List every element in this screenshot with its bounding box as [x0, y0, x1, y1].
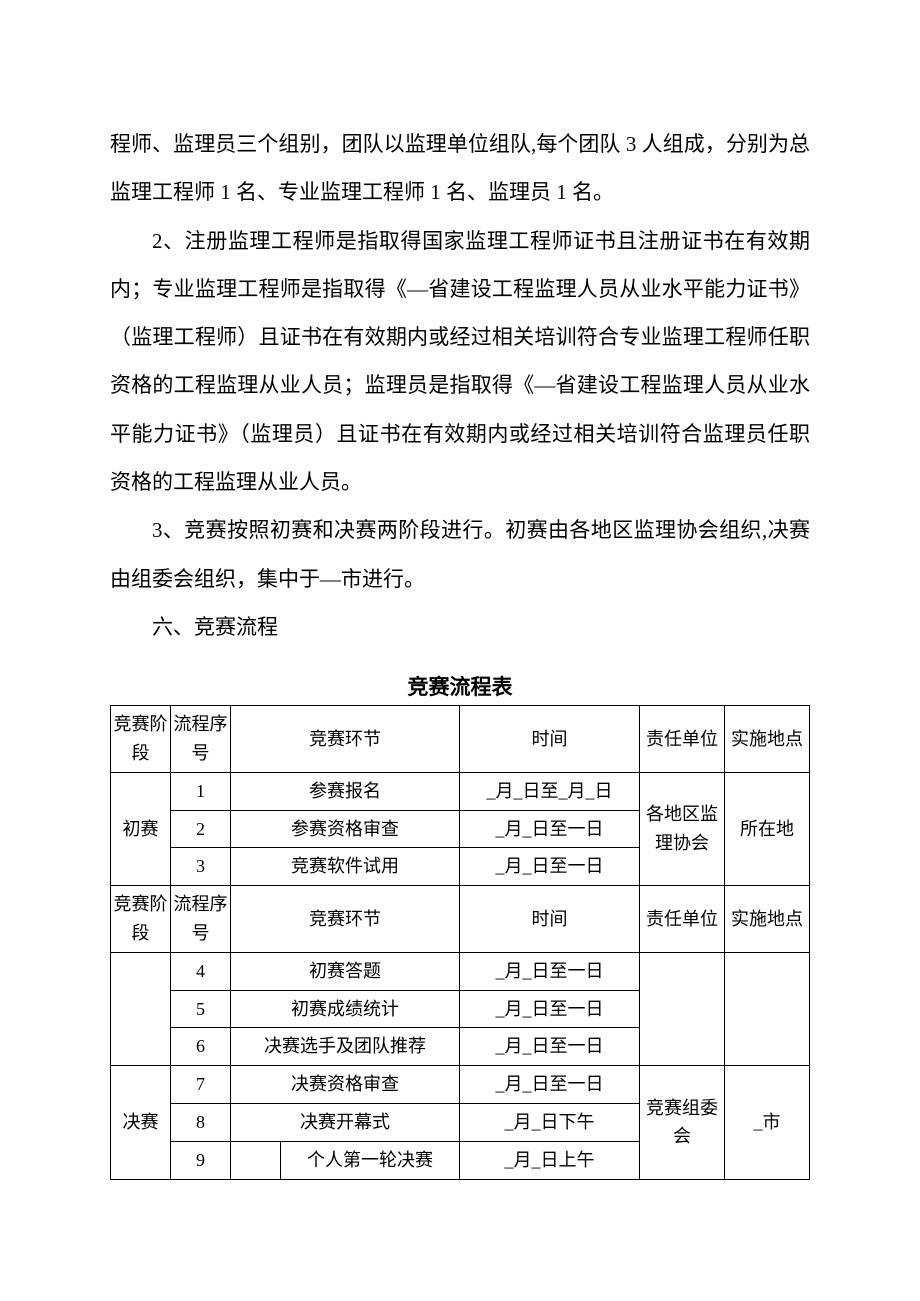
header-loc-2: 实施地点 — [725, 886, 810, 953]
cell-step: 参赛资格审查 — [231, 810, 460, 848]
cell-time: _月_日至一日 — [460, 848, 640, 886]
cell-final-loc: _市 — [725, 1066, 810, 1179]
cell-step: 决赛选手及团队推荐 — [231, 1028, 460, 1066]
cell-step-empty — [231, 1141, 281, 1179]
table-header-row-2: 竞赛阶段 流程序号 竞赛环节 时间 责任单位 实施地点 — [111, 886, 810, 953]
table-title: 竞赛流程表 — [110, 671, 810, 701]
cell-seq: 9 — [171, 1141, 231, 1179]
header-time: 时间 — [460, 706, 640, 773]
cell-prelim-resp: 各地区监理协会 — [640, 772, 725, 885]
header-seq: 流程序号 — [171, 706, 231, 773]
header-step-2: 竞赛环节 — [231, 886, 460, 953]
cell-step: 个人第一轮决赛 — [281, 1141, 460, 1179]
cell-empty-resp — [640, 952, 725, 1065]
cell-step: 初赛答题 — [231, 952, 460, 990]
table-row: 4 初赛答题 _月_日至一日 — [111, 952, 810, 990]
header-loc: 实施地点 — [725, 706, 810, 773]
cell-empty-loc — [725, 952, 810, 1065]
table-header-row-1: 竞赛阶段 流程序号 竞赛环节 时间 责任单位 实施地点 — [111, 706, 810, 773]
paragraph-1: 程师、监理员三个组别，团队以监理单位组队,每个团队 3 人组成，分别为总监理工程… — [110, 120, 810, 217]
paragraph-2: 2、注册监理工程师是指取得国家监理工程师证书且注册证书在有效期内；专业监理工程师… — [110, 217, 810, 507]
cell-final-resp: 竞赛组委会 — [640, 1066, 725, 1179]
header-resp: 责任单位 — [640, 706, 725, 773]
cell-time: _月_日下午 — [460, 1104, 640, 1142]
cell-time: _月_日至一日 — [460, 1066, 640, 1104]
cell-step: 决赛开幕式 — [231, 1104, 460, 1142]
cell-seq: 4 — [171, 952, 231, 990]
cell-step: 决赛资格审查 — [231, 1066, 460, 1104]
cell-seq: 3 — [171, 848, 231, 886]
cell-time: _月_日至一日 — [460, 952, 640, 990]
header-stage-2: 竞赛阶段 — [111, 886, 171, 953]
header-step: 竞赛环节 — [231, 706, 460, 773]
cell-prelim-loc: 所在地 — [725, 772, 810, 885]
cell-seq: 5 — [171, 990, 231, 1028]
schedule-table: 竞赛阶段 流程序号 竞赛环节 时间 责任单位 实施地点 初赛 1 参赛报名 _月… — [110, 705, 810, 1179]
cell-seq: 6 — [171, 1028, 231, 1066]
header-resp-2: 责任单位 — [640, 886, 725, 953]
paragraph-4: 六、竞赛流程 — [110, 603, 810, 651]
cell-time: _月_日至_月_日 — [460, 772, 640, 810]
table-row: 决赛 7 决赛资格审查 _月_日至一日 竞赛组委会 _市 — [111, 1066, 810, 1104]
cell-seq: 2 — [171, 810, 231, 848]
header-seq-2: 流程序号 — [171, 886, 231, 953]
cell-seq: 1 — [171, 772, 231, 810]
paragraph-3: 3、竞赛按照初赛和决赛两阶段进行。初赛由各地区监理协会组织,决赛由组委会组织，集… — [110, 506, 810, 603]
cell-step: 初赛成绩统计 — [231, 990, 460, 1028]
cell-time: _月_日上午 — [460, 1141, 640, 1179]
table-row: 初赛 1 参赛报名 _月_日至_月_日 各地区监理协会 所在地 — [111, 772, 810, 810]
cell-time: _月_日至一日 — [460, 1028, 640, 1066]
cell-final-stage: 决赛 — [111, 1066, 171, 1179]
header-stage: 竞赛阶段 — [111, 706, 171, 773]
cell-step: 参赛报名 — [231, 772, 460, 810]
header-time-2: 时间 — [460, 886, 640, 953]
cell-step: 竞赛软件试用 — [231, 848, 460, 886]
cell-seq: 8 — [171, 1104, 231, 1142]
cell-prelim-stage: 初赛 — [111, 772, 171, 885]
cell-time: _月_日至一日 — [460, 810, 640, 848]
cell-time: _月_日至一日 — [460, 990, 640, 1028]
cell-seq: 7 — [171, 1066, 231, 1104]
cell-empty-stage — [111, 952, 171, 1065]
